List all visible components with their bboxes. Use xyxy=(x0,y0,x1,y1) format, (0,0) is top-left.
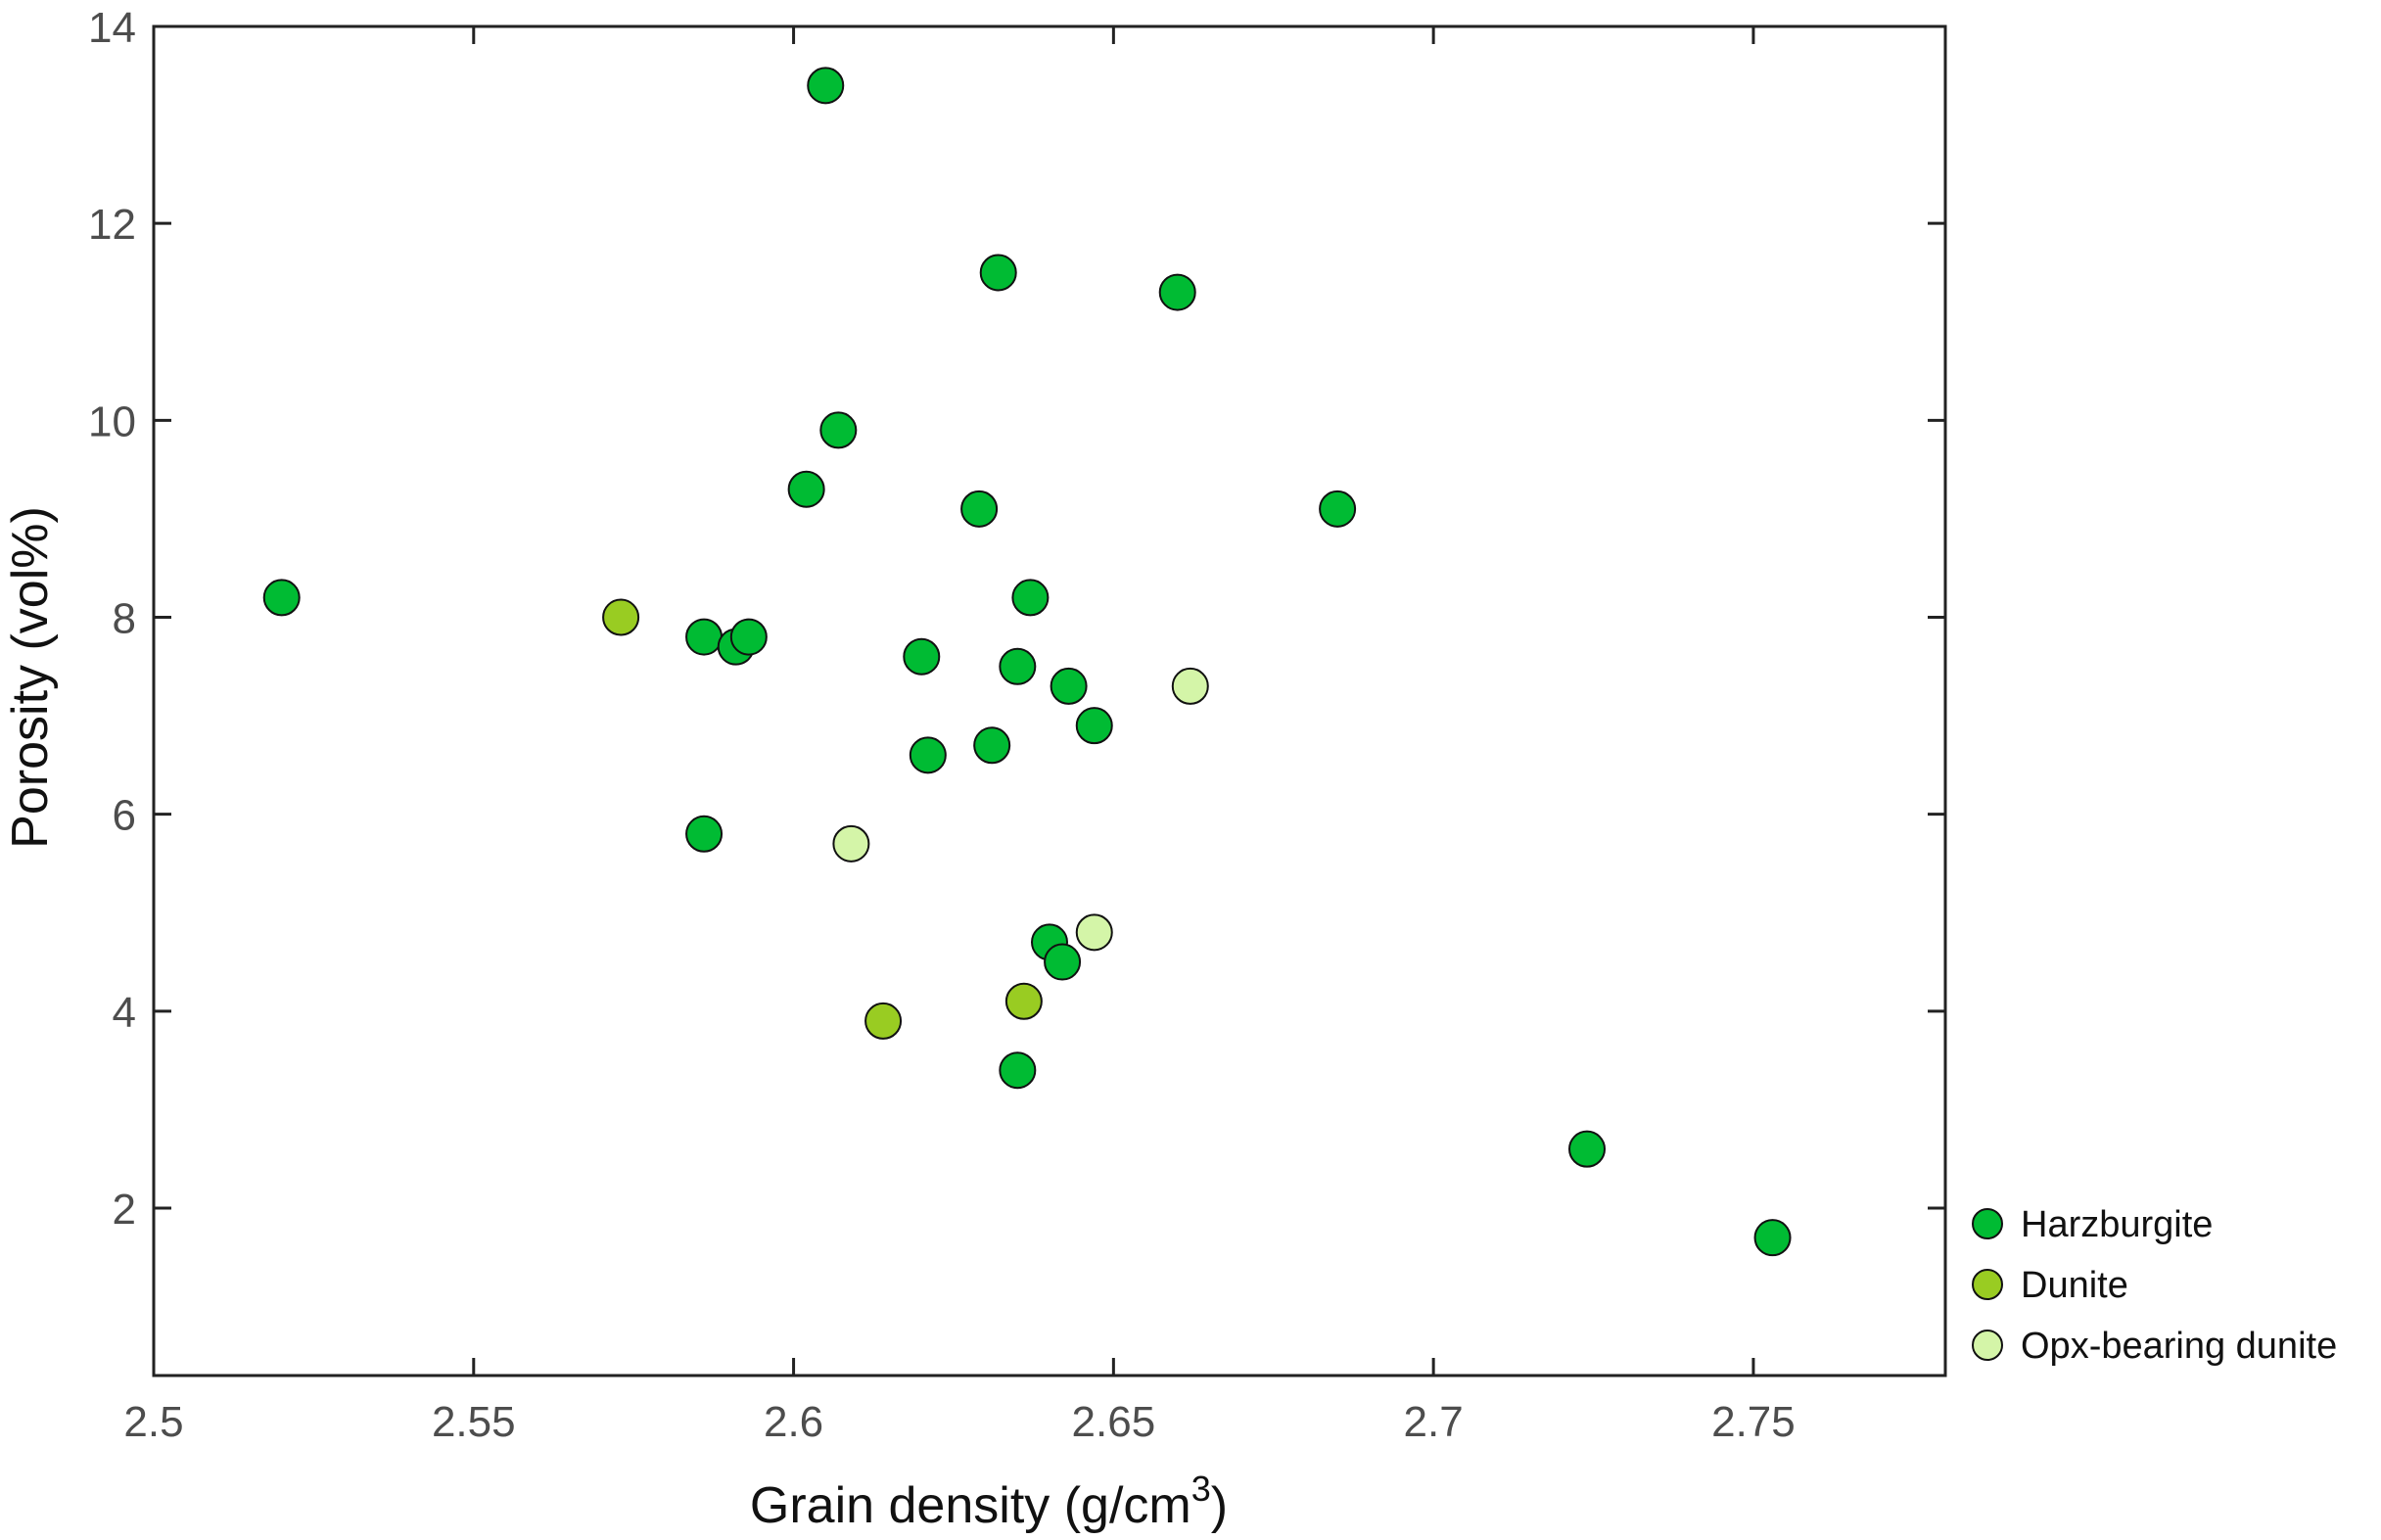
legend-marker-dunite xyxy=(1972,1269,2003,1300)
point-harzburgite xyxy=(999,647,1037,685)
point-harzburgite xyxy=(787,470,825,508)
legend: Harzburgite Dunite Opx-bearing dunite xyxy=(1972,1204,2337,1367)
point-harzburgite xyxy=(960,490,999,528)
point-harzburgite xyxy=(1075,707,1113,745)
point-dunite xyxy=(1004,982,1043,1020)
point-harzburgite xyxy=(1568,1130,1606,1168)
point-harzburgite xyxy=(819,411,858,449)
point-harzburgite xyxy=(1319,490,1357,528)
point-harzburgite xyxy=(909,736,947,774)
point-harzburgite xyxy=(979,254,1017,292)
plot-frame xyxy=(152,24,1947,1377)
point-harzburgite xyxy=(1050,667,1088,705)
point-harzburgite xyxy=(262,579,301,617)
x-tick-label: 2.55 xyxy=(432,1398,516,1446)
y-tick-label: 4 xyxy=(113,989,136,1037)
axis-tick-labels: 2.5 2.55 2.6 2.65 2.7 2.75 2 4 6 8 10 12 14 xyxy=(88,4,1796,1446)
y-axis-title: Porosity (vol%) xyxy=(2,506,59,849)
y-tick-label: 14 xyxy=(88,4,136,52)
point-harzburgite xyxy=(1044,943,1082,981)
y-tick-label: 12 xyxy=(88,201,136,249)
y-tick-label: 8 xyxy=(113,595,136,643)
point-opx-bearing-dunite xyxy=(1075,913,1113,952)
point-harzburgite xyxy=(1011,579,1050,617)
point-harzburgite xyxy=(903,637,941,676)
x-tick-label: 2.5 xyxy=(123,1398,183,1446)
y-tick-label: 2 xyxy=(113,1186,136,1234)
y-tick-label: 10 xyxy=(88,397,136,445)
point-harzburgite xyxy=(685,815,724,853)
x-tick-label: 2.6 xyxy=(764,1398,823,1446)
legend-label-opx-bearing-dunite: Opx-bearing dunite xyxy=(2021,1326,2337,1367)
point-harzburgite xyxy=(973,726,1011,765)
x-axis-title: Grain density (g/cm3) xyxy=(750,1469,1228,1534)
legend-label-dunite: Dunite xyxy=(2021,1265,2128,1306)
x-tick-label: 2.65 xyxy=(1072,1398,1156,1446)
axis-ticks xyxy=(152,24,1945,1376)
point-harzburgite xyxy=(1158,273,1196,311)
point-harzburgite xyxy=(999,1051,1037,1090)
point-opx-bearing-dunite xyxy=(1171,667,1209,705)
point-harzburgite xyxy=(685,618,724,656)
point-harzburgite xyxy=(729,618,768,656)
legend-marker-harzburgite xyxy=(1972,1208,2003,1239)
point-dunite xyxy=(864,1002,903,1040)
point-dunite xyxy=(602,598,640,636)
y-tick-label: 6 xyxy=(113,792,136,840)
point-harzburgite xyxy=(1753,1219,1792,1257)
point-harzburgite xyxy=(807,67,845,105)
x-tick-label: 2.7 xyxy=(1404,1398,1464,1446)
legend-marker-opx-bearing-dunite xyxy=(1972,1330,2003,1361)
data-points xyxy=(262,67,1792,1257)
legend-label-harzburgite: Harzburgite xyxy=(2021,1204,2213,1245)
x-tick-label: 2.75 xyxy=(1711,1398,1796,1446)
point-opx-bearing-dunite xyxy=(832,824,870,863)
